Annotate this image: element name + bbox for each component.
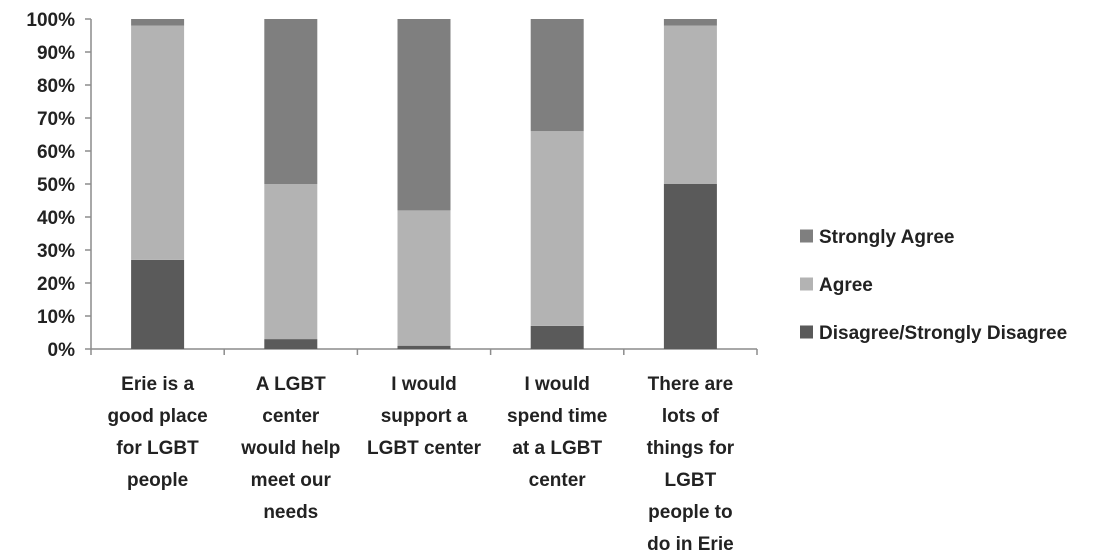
chart-bars [131, 19, 717, 349]
legend-swatch-strongly-agree [800, 229, 813, 243]
x-category-label-line: do in Erie [647, 534, 734, 555]
x-category-label-line: Erie is a [121, 374, 194, 395]
x-category-label-line: at a LGBT [512, 438, 602, 459]
y-tick-label: 70% [37, 109, 75, 130]
bar-segment-agree [663, 25, 717, 184]
x-category-label-line: meet our [251, 470, 332, 491]
x-category-label-line: LGBT [665, 470, 717, 491]
x-category-label-line: center [262, 406, 320, 427]
x-category-label: I would spend time at a LGBT center [507, 374, 607, 491]
y-tick-label: 40% [37, 208, 75, 229]
bar-segment-disagree-strongly-disagree [397, 345, 451, 349]
x-category-label-line: support a [381, 406, 468, 427]
x-category-label-line: LGBT center [367, 438, 482, 459]
x-category-label-line: I would [524, 374, 589, 395]
y-tick-label: 60% [37, 142, 75, 163]
chart-legend: Strongly Agree Agree Disagree/Strongly Dis… [800, 227, 1067, 344]
y-tick-labels: 0% 10% 20% 30% 40% 50% 60% 70% 80% 90% 100% [26, 10, 75, 361]
legend-label-disagree-strongly-disagree: Disagree/Strongly Disagree [819, 323, 1067, 344]
bar-segment-disagree-strongly-disagree [530, 325, 584, 349]
x-category-label: A LGBT center would help meet our needs [240, 374, 340, 523]
legend-swatch-disagree-strongly-disagree [800, 325, 813, 339]
x-category-label: Erie is a good place for LGBT people [107, 374, 207, 491]
y-tick-label: 30% [37, 241, 75, 262]
bar-segment-strongly-agree [663, 19, 717, 26]
bar-segment-agree [131, 25, 185, 260]
legend-label-agree: Agree [819, 275, 873, 296]
x-category-label-line: people to [648, 502, 732, 523]
bar-segment-strongly-agree [264, 19, 318, 184]
bar-segment-agree [530, 131, 584, 326]
legend-swatch-agree [800, 277, 813, 291]
x-category-label-line: A LGBT [256, 374, 326, 395]
y-tick-label: 0% [48, 340, 76, 361]
y-tick-label: 50% [37, 175, 75, 196]
y-tick-label: 100% [26, 10, 75, 31]
x-category-label-line: people [127, 470, 188, 491]
x-category-label-line: center [529, 470, 587, 491]
y-tick-label: 10% [37, 307, 75, 328]
x-category-labels: Erie is a good place for LGBT people A LGBT c… [107, 374, 734, 555]
x-category-label-line: things for [647, 438, 735, 459]
x-category-label-line: There are [648, 374, 734, 395]
x-category-label-line: spend time [507, 406, 607, 427]
x-category-label: There are lots of things for LGBT people to d… [647, 374, 735, 555]
x-category-label-line: for LGBT [116, 438, 199, 459]
bar-segment-disagree-strongly-disagree [264, 339, 318, 349]
x-category-label-line: lots of [662, 406, 720, 427]
y-tick-label: 20% [37, 274, 75, 295]
x-category-label: I would support a LGBT center [367, 374, 482, 459]
bar-segment-strongly-agree [397, 19, 451, 211]
y-tick-label: 90% [37, 43, 75, 64]
x-category-label-line: good place [107, 406, 207, 427]
x-category-label-line: I would [391, 374, 456, 395]
y-tick-label: 80% [37, 76, 75, 97]
legend-label-strongly-agree: Strongly Agree [819, 227, 955, 248]
bar-segment-agree [397, 210, 451, 346]
bar-segment-strongly-agree [530, 19, 584, 132]
bar-segment-disagree-strongly-disagree [131, 259, 185, 349]
x-category-label-line: would help [240, 438, 340, 459]
bar-segment-disagree-strongly-disagree [663, 184, 717, 349]
bar-segment-agree [264, 184, 318, 340]
x-category-label-line: needs [263, 502, 318, 523]
bar-segment-strongly-agree [131, 19, 185, 26]
chart-axes [85, 18, 758, 355]
